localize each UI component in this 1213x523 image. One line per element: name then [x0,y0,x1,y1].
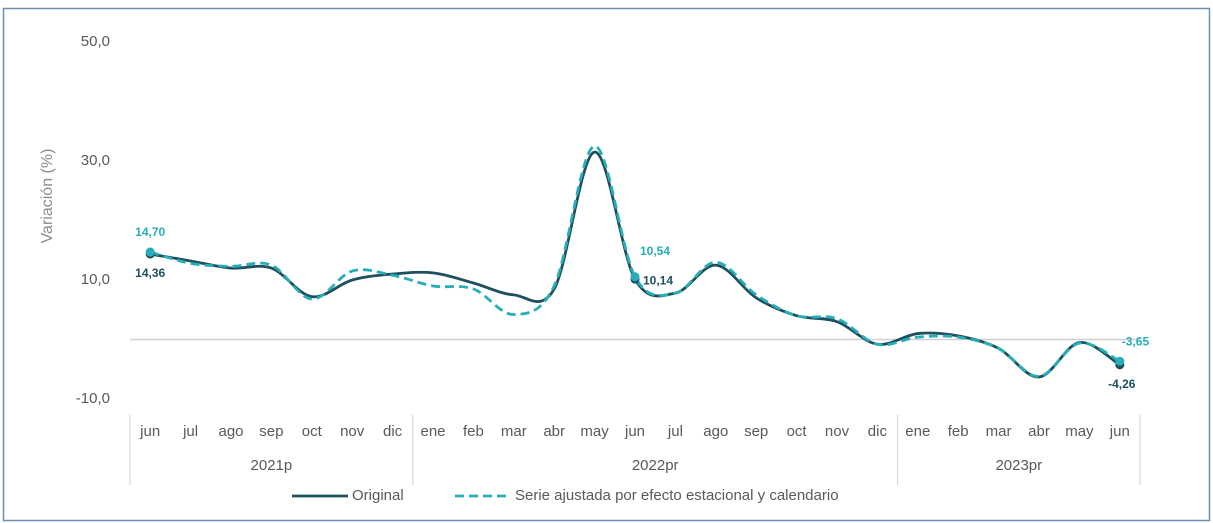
x-tick-label: may [580,423,609,440]
point-marker [630,272,640,282]
value-label: 10,54 [640,244,670,258]
x-tick-label: oct [787,423,808,440]
value-label: -4,26 [1108,377,1136,391]
x-tick-label: ago [218,423,243,440]
y-tick-label: 50,0 [81,33,110,50]
x-tick-label: feb [463,423,484,440]
x-tick-label: mar [501,423,527,440]
x-tick-label: ago [703,423,728,440]
x-tick-label: nov [340,423,365,440]
value-label: 14,36 [135,266,165,280]
x-tick-label: ene [420,423,445,440]
frame [2,7,1211,522]
y-axis-label: Variación (%) [39,149,56,244]
value-label: -3,65 [1122,334,1150,348]
x-tick-label: may [1065,423,1094,440]
legend-label: Original [352,487,404,504]
x-tick-label: mar [986,423,1012,440]
x-tick-label: jun [1109,423,1130,440]
x-tick-label: dic [383,423,403,440]
x-tick-label: dic [868,423,888,440]
x-tick-label: abr [543,423,565,440]
x-tick-label: jun [624,423,645,440]
group-label: 2021p [251,457,293,474]
group-label: 2023pr [995,457,1042,474]
y-tick-label: -10,0 [76,390,110,407]
y-tick-label: 10,0 [81,271,110,288]
x-tick-label: feb [948,423,969,440]
x-tick-label: nov [825,423,850,440]
value-label: 14,70 [135,225,165,239]
x-tick-label: sep [259,423,283,440]
x-tick-label: oct [302,423,323,440]
x-tick-label: jul [667,423,683,440]
x-tick-label: jun [139,423,160,440]
series-line [149,144,1121,378]
value-label: 10,14 [643,273,673,287]
group-label: 2022pr [632,457,679,474]
x-tick-label: sep [744,423,768,440]
x-tick-label: jul [182,423,198,440]
x-tick-label: ene [905,423,930,440]
point-marker [1115,356,1125,366]
x-tick-label: abr [1028,423,1050,440]
point-marker [145,247,155,257]
series-line [149,150,1121,379]
legend-label: Serie ajustada por efecto estacional y c… [515,487,839,504]
y-tick-label: 30,0 [81,152,110,169]
